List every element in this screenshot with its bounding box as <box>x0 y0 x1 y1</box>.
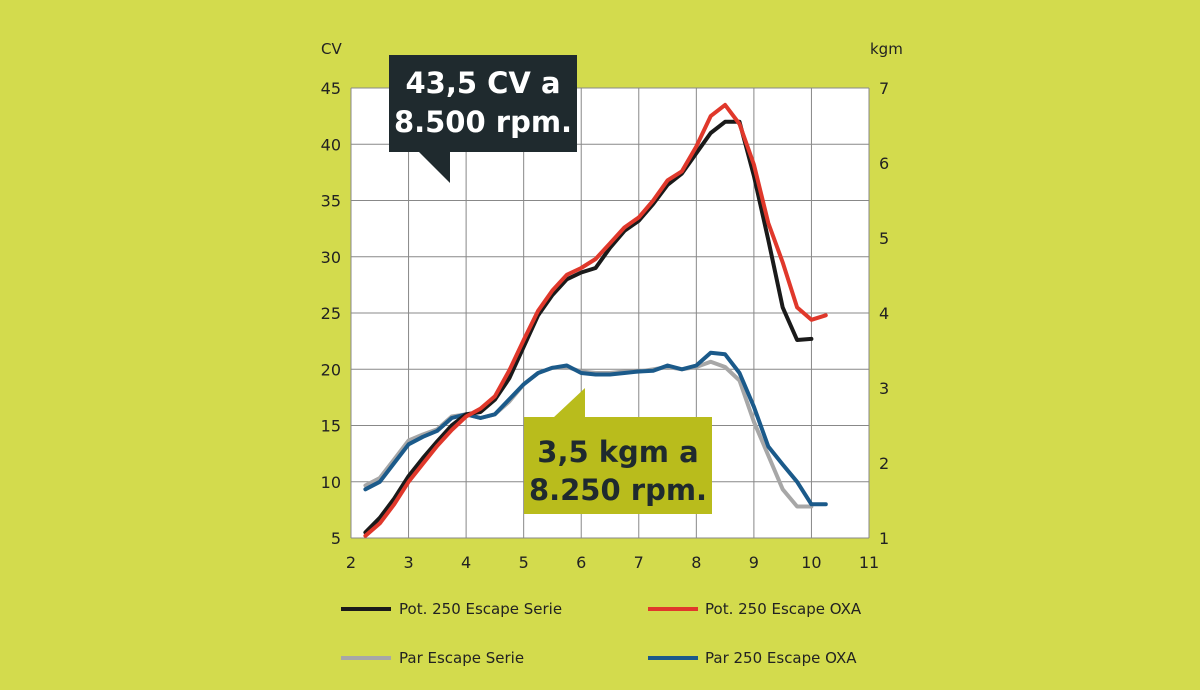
torque-peak-callout-box <box>524 417 712 514</box>
legend-label-pot-oxa: Pot. 250 Escape OXA <box>705 600 862 618</box>
right-axis-ticks: 1 2 3 4 5 6 7 <box>879 79 889 548</box>
x-tick-label: 8 <box>691 553 701 572</box>
left-tick-label: 35 <box>321 192 341 211</box>
left-tick-label: 25 <box>321 304 341 323</box>
legend-label-par-oxa: Par 250 Escape OXA <box>705 649 857 667</box>
power-peak-callout-box <box>389 55 577 152</box>
x-tick-label: 10 <box>801 553 821 572</box>
power-peak-callout: 43,5 CV a 8.500 rpm. <box>389 55 577 183</box>
torque-peak-callout-line2: 8.250 rpm. <box>529 473 707 507</box>
legend-label-par-serie: Par Escape Serie <box>399 649 524 667</box>
right-tick-label: 3 <box>879 379 889 398</box>
x-axis-ticks: 2 3 4 5 6 7 8 9 10 11 <box>346 553 879 572</box>
x-tick-label: 11 <box>859 553 879 572</box>
x-tick-label: 3 <box>403 553 413 572</box>
right-tick-label: 6 <box>879 154 889 173</box>
x-tick-label: 5 <box>519 553 529 572</box>
torque-peak-callout-line1: 3,5 kgm a <box>537 435 698 469</box>
x-tick-label: 9 <box>749 553 759 572</box>
x-tick-label: 7 <box>634 553 644 572</box>
left-tick-label: 45 <box>321 79 341 98</box>
series-line-par-oxa <box>363 350 828 507</box>
series-lines <box>363 102 828 538</box>
right-tick-label: 4 <box>879 304 889 323</box>
x-tick-label: 6 <box>576 553 586 572</box>
right-tick-label: 2 <box>879 454 889 473</box>
power-peak-callout-pointer <box>418 151 450 183</box>
power-peak-callout-line2: 8.500 rpm. <box>394 105 572 139</box>
left-axis-ticks: 5 10 15 20 25 30 35 40 45 <box>321 79 341 548</box>
right-axis-unit: kgm <box>870 40 903 58</box>
torque-peak-callout: 3,5 kgm a 8.250 rpm. <box>524 388 712 514</box>
legend-label-pot-serie: Pot. 250 Escape Serie <box>399 600 562 618</box>
left-tick-label: 20 <box>321 360 341 379</box>
x-tick-label: 2 <box>346 553 356 572</box>
torque-peak-callout-pointer <box>553 388 585 418</box>
right-tick-label: 5 <box>879 229 889 248</box>
power-peak-callout-line1: 43,5 CV a <box>405 66 560 100</box>
legend: Pot. 250 Escape Serie Pot. 250 Escape OX… <box>341 600 862 667</box>
left-tick-label: 10 <box>321 473 341 492</box>
left-tick-label: 30 <box>321 248 341 267</box>
left-axis-unit: CV <box>321 40 342 58</box>
right-tick-label: 1 <box>879 529 889 548</box>
x-tick-label: 4 <box>461 553 471 572</box>
left-tick-label: 5 <box>331 529 341 548</box>
left-tick-label: 15 <box>321 417 341 436</box>
right-tick-label: 7 <box>879 79 889 98</box>
left-tick-label: 40 <box>321 135 341 154</box>
series-line-pot-oxa <box>363 102 828 538</box>
